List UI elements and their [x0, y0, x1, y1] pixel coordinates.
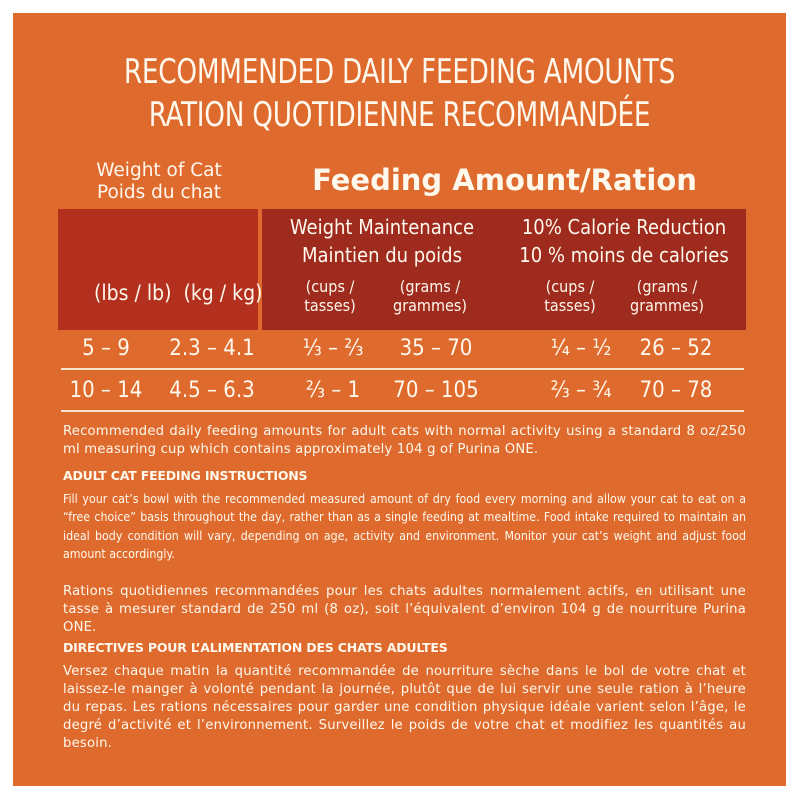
group-calorie-reduction-english: 10% Calorie Reduction — [521, 215, 727, 239]
weight-of-cat-header: Weight of Cat Poids du chat — [59, 160, 259, 204]
unit-kg-label: (kg / kg) — [183, 281, 263, 305]
cell-reduc-cups: ¼ – ½ — [550, 336, 612, 361]
maint-cups-line2: tasses) — [304, 296, 356, 315]
reduc-grams-subheader: (grams / grammes) — [617, 277, 717, 315]
maint-grams-line1: (grams / — [399, 277, 461, 296]
group-calorie-reduction: 10% Calorie Reduction 10 % moins de calo… — [502, 213, 746, 269]
weight-units-label: (lbs / lb) (kg / kg) — [58, 257, 262, 329]
cell-maint-grams: 35 – 70 — [399, 336, 473, 361]
cell-maint-grams: 70 – 105 — [393, 378, 479, 403]
unit-lbs-label: (lbs / lb) — [94, 281, 172, 305]
title-french: RATION QUOTIDIENNE RECOMMANDÉE — [148, 95, 651, 135]
cell-lbs: 10 – 14 — [69, 378, 143, 403]
maint-cups-subheader: (cups / tasses) — [290, 277, 370, 315]
reduc-cups-line1: (cups / — [545, 277, 595, 296]
maint-grams-subheader: (grams / grammes) — [380, 277, 480, 315]
feeding-amount-header: Feeding Amount/Ration — [312, 163, 697, 197]
feeding-groups-header-cell: Weight Maintenance Maintien du poids (cu… — [262, 209, 746, 330]
table-row: 10 – 14 4.5 – 6.3 ⅔ – 1 70 – 105 ⅔ – ¾ 7… — [61, 369, 744, 412]
weight-of-cat-french: Poids du chat — [96, 182, 222, 203]
cell-maint-cups: ⅓ – ⅔ — [302, 336, 364, 361]
english-instructions-heading: ADULT CAT FEEDING INSTRUCTIONS — [63, 468, 308, 483]
group-calorie-reduction-french: 10 % moins de calories — [519, 243, 729, 267]
cell-lbs: 5 – 9 — [82, 336, 130, 361]
french-instructions-heading: DIRECTIVES POUR L’ALIMENTATION DES CHATS… — [63, 640, 448, 655]
maint-cups-line1: (cups / — [305, 277, 355, 296]
group-weight-maintenance: Weight Maintenance Maintien du poids — [262, 213, 502, 269]
feeding-guide-panel: RECOMMENDED DAILY FEEDING AMOUNTS RATION… — [13, 13, 786, 786]
english-instructions-text: Fill your cat’s bowl with the recommende… — [63, 492, 746, 561]
reduc-grams-line1: (grams / — [636, 277, 698, 296]
cell-kg: 2.3 – 4.1 — [169, 336, 255, 361]
cell-maint-cups: ⅔ – 1 — [305, 378, 361, 403]
cell-kg: 4.5 – 6.3 — [169, 378, 255, 403]
french-intro-note: Rations quotidiennes recommandées pour l… — [63, 584, 746, 635]
reduc-cups-subheader: (cups / tasses) — [530, 277, 610, 315]
table-row: 5 – 9 2.3 – 4.1 ⅓ – ⅔ 35 – 70 ¼ – ½ 26 –… — [61, 327, 744, 370]
group-weight-maintenance-french: Maintien du poids — [302, 243, 462, 267]
french-instructions-text: Versez chaque matin la quantité recomman… — [63, 664, 746, 751]
cell-reduc-grams: 26 – 52 — [639, 336, 713, 361]
maint-grams-line2: grammes) — [393, 296, 467, 315]
english-intro-note: Recommended daily feeding amounts for ad… — [63, 424, 746, 457]
cell-reduc-cups: ⅔ – ¾ — [550, 378, 612, 403]
title-english: RECOMMENDED DAILY FEEDING AMOUNTS — [123, 52, 676, 92]
reduc-grams-line2: grammes) — [630, 296, 704, 315]
weight-of-cat-english: Weight of Cat — [96, 160, 222, 181]
reduc-cups-line2: tasses) — [544, 296, 596, 315]
group-weight-maintenance-english: Weight Maintenance — [289, 215, 475, 239]
weight-units-header-cell: (lbs / lb) (kg / kg) — [58, 209, 262, 330]
cell-reduc-grams: 70 – 78 — [639, 378, 713, 403]
